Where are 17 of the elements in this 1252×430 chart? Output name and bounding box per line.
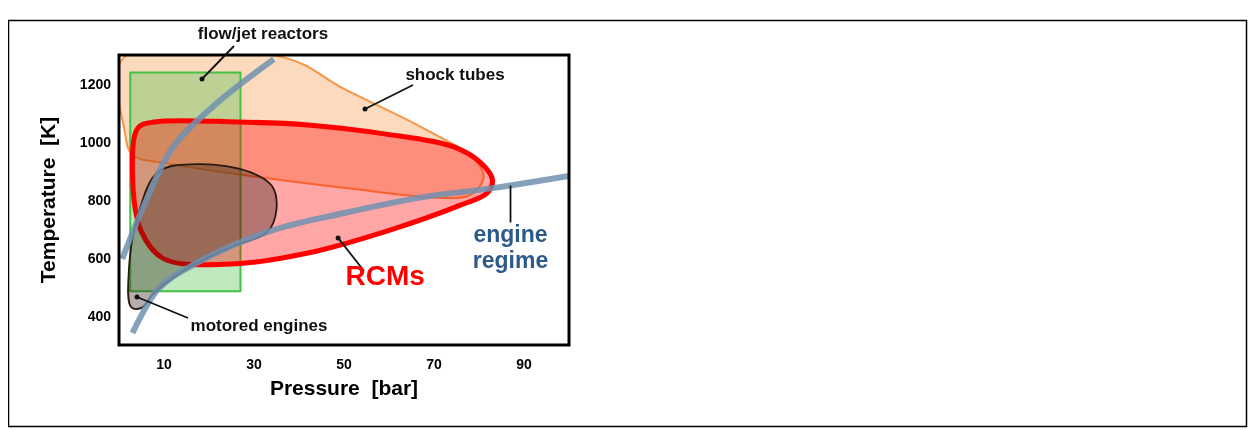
y-tick-label: 400 bbox=[87, 308, 112, 324]
y-tick-label: 1000 bbox=[79, 134, 112, 150]
y-axis-title: Temperature [K] bbox=[36, 116, 59, 284]
annotation: RCMs bbox=[345, 259, 425, 291]
x-tick-label: 10 bbox=[156, 356, 172, 372]
x-tick-label: 30 bbox=[246, 356, 262, 372]
x-tick-label: 90 bbox=[516, 356, 532, 372]
text: flow/jet reactors bbox=[197, 24, 329, 43]
y-tick-label: 1200 bbox=[79, 76, 112, 92]
x-axis-title: Pressure [bar] bbox=[269, 376, 419, 399]
annotation: engine regime bbox=[472, 220, 549, 273]
x-tick-label: 70 bbox=[426, 356, 442, 372]
annotation: shock tubes bbox=[405, 65, 505, 84]
annotation: motored engines bbox=[190, 316, 328, 335]
x-tick-label: 50 bbox=[336, 356, 352, 372]
y-tick-label: 600 bbox=[87, 250, 112, 266]
y-tick-label: 800 bbox=[87, 192, 112, 208]
